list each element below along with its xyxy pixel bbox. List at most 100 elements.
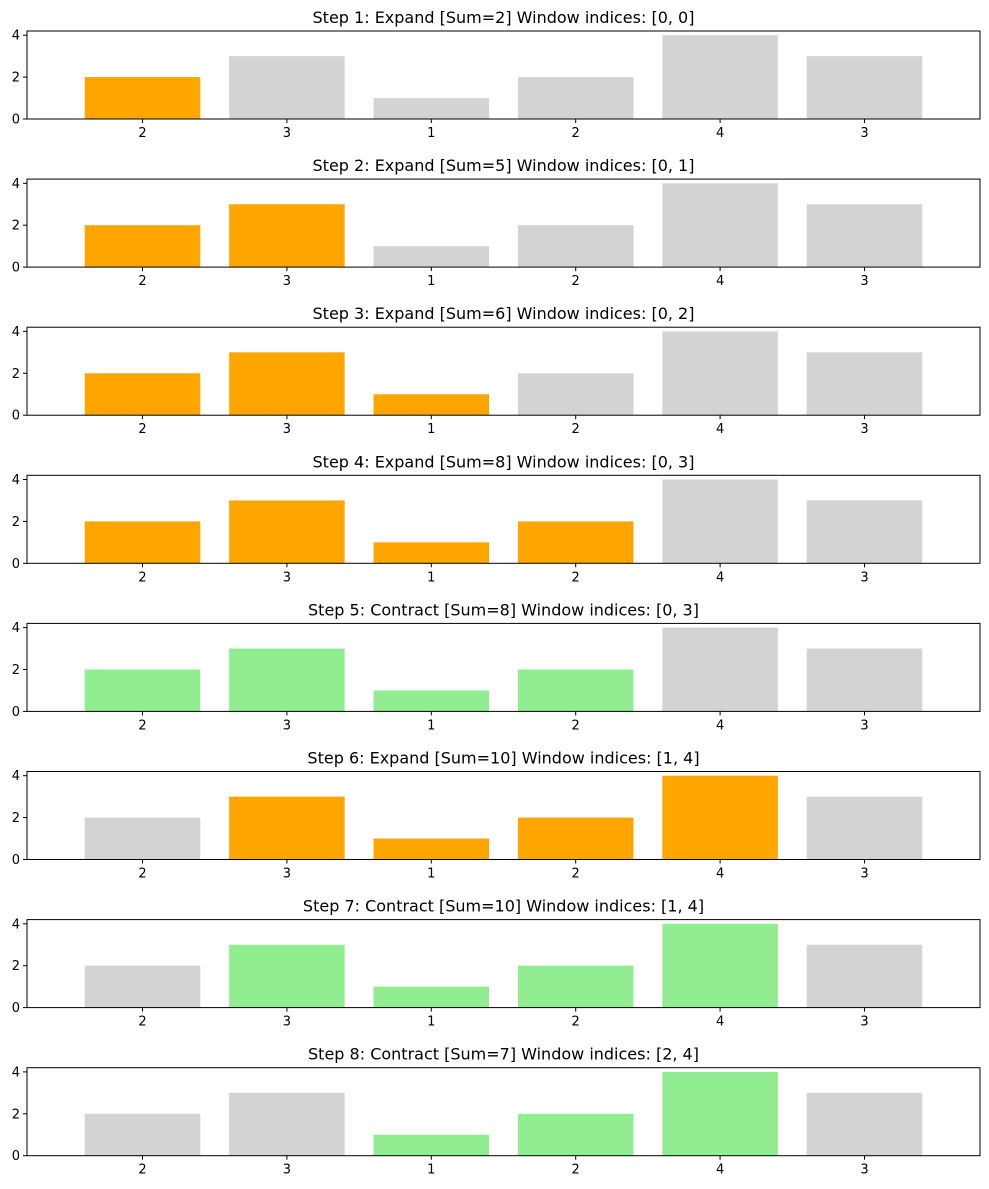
x-tick-label: 2: [572, 867, 580, 882]
x-tick-label: 3: [860, 867, 868, 882]
y-tick-label: 0: [12, 1001, 20, 1016]
x-tick-label: 4: [716, 1015, 724, 1030]
bar: [806, 648, 923, 712]
x-tick-label: 3: [860, 422, 868, 437]
x-tick-label: 1: [427, 1015, 435, 1030]
bar: [517, 1113, 634, 1156]
x-tick-label: 3: [860, 274, 868, 289]
x-tick-label: 2: [138, 718, 146, 733]
bar: [662, 35, 778, 119]
x-tick-label: 3: [283, 126, 291, 141]
bar: [662, 627, 778, 712]
x-tick-label: 2: [138, 422, 146, 437]
bar: [806, 56, 923, 119]
x-tick-label: 3: [860, 1163, 868, 1178]
axes-frame: [26, 178, 981, 268]
y-tick-label: 2: [12, 515, 20, 530]
bar: [517, 225, 634, 268]
bar: [229, 648, 345, 712]
x-tick-label: 3: [860, 570, 868, 585]
bar: [662, 923, 778, 1008]
x-tick-label: 3: [283, 570, 291, 585]
axes-frame: [26, 326, 981, 416]
x-tick-label: 3: [860, 1015, 868, 1030]
subplot-title: Step 6: Expand [Sum=10] Window indices: …: [307, 749, 699, 768]
bar: [662, 1071, 778, 1156]
bar: [229, 796, 345, 860]
x-tick-label: 4: [716, 867, 724, 882]
y-tick-label: 4: [12, 473, 20, 488]
bar: [806, 944, 923, 1008]
y-tick-label: 4: [12, 621, 20, 636]
y-tick-label: 4: [12, 177, 20, 192]
bar: [373, 246, 490, 268]
subplot-title: Step 3: Expand [Sum=6] Window indices: […: [313, 304, 695, 323]
x-tick-label: 1: [427, 570, 435, 585]
bar: [84, 77, 201, 119]
y-tick-label: 4: [12, 917, 20, 932]
y-tick-label: 0: [12, 853, 20, 868]
x-tick-label: 3: [283, 274, 291, 289]
x-tick-label: 2: [138, 867, 146, 882]
subplot-step-3: Step 3: Expand [Sum=6] Window indices: […: [12, 304, 981, 437]
x-tick-label: 1: [427, 422, 435, 437]
subplot-title: Step 1: Expand [Sum=2] Window indices: […: [313, 8, 695, 27]
bar: [373, 98, 490, 119]
bar: [662, 775, 778, 860]
y-tick-label: 0: [12, 113, 20, 128]
x-tick-label: 3: [283, 867, 291, 882]
bar: [517, 77, 634, 119]
x-tick-label: 2: [572, 1163, 580, 1178]
subplot-title: Step 8: Contract [Sum=7] Window indices:…: [308, 1045, 699, 1064]
bar: [662, 331, 778, 416]
bar: [373, 394, 490, 416]
bar: [84, 965, 201, 1008]
bar: [84, 1113, 201, 1156]
bar: [806, 796, 923, 860]
bar: [806, 204, 923, 268]
bar: [517, 817, 634, 860]
y-tick-label: 0: [12, 261, 20, 276]
bar: [84, 669, 201, 712]
axes-frame: [26, 30, 981, 120]
bar: [229, 352, 345, 416]
x-tick-label: 4: [716, 422, 724, 437]
bar: [517, 669, 634, 712]
subplot-step-6: Step 6: Expand [Sum=10] Window indices: …: [12, 749, 981, 882]
bar: [373, 542, 490, 564]
x-tick-label: 2: [572, 570, 580, 585]
y-tick-label: 4: [12, 29, 20, 44]
subplot-title: Step 2: Expand [Sum=5] Window indices: […: [313, 156, 695, 175]
y-tick-label: 2: [12, 811, 20, 826]
bar: [229, 500, 345, 564]
y-tick-label: 4: [12, 325, 20, 340]
y-tick-label: 0: [12, 557, 20, 572]
y-tick-label: 2: [12, 959, 20, 974]
subplot-step-5: Step 5: Contract [Sum=8] Window indices:…: [12, 600, 981, 733]
x-tick-label: 1: [427, 126, 435, 141]
x-tick-label: 2: [138, 570, 146, 585]
x-tick-label: 1: [427, 1163, 435, 1178]
x-tick-label: 3: [860, 718, 868, 733]
x-tick-label: 1: [427, 867, 435, 882]
x-tick-label: 4: [716, 1163, 724, 1178]
y-tick-label: 2: [12, 367, 20, 382]
x-tick-label: 3: [860, 126, 868, 141]
x-tick-label: 2: [138, 274, 146, 289]
x-tick-label: 2: [572, 422, 580, 437]
subplot-title: Step 4: Expand [Sum=8] Window indices: […: [313, 452, 695, 471]
x-tick-label: 2: [572, 718, 580, 733]
bar: [517, 373, 634, 416]
bar: [84, 521, 201, 564]
subplot-step-1: Step 1: Expand [Sum=2] Window indices: […: [12, 8, 981, 141]
y-tick-label: 2: [12, 219, 20, 234]
bar: [229, 204, 345, 268]
bar: [84, 373, 201, 416]
y-tick-label: 0: [12, 409, 20, 424]
y-tick-label: 0: [12, 705, 20, 720]
bar: [806, 500, 923, 564]
x-tick-label: 3: [283, 718, 291, 733]
y-tick-label: 4: [12, 1065, 20, 1080]
